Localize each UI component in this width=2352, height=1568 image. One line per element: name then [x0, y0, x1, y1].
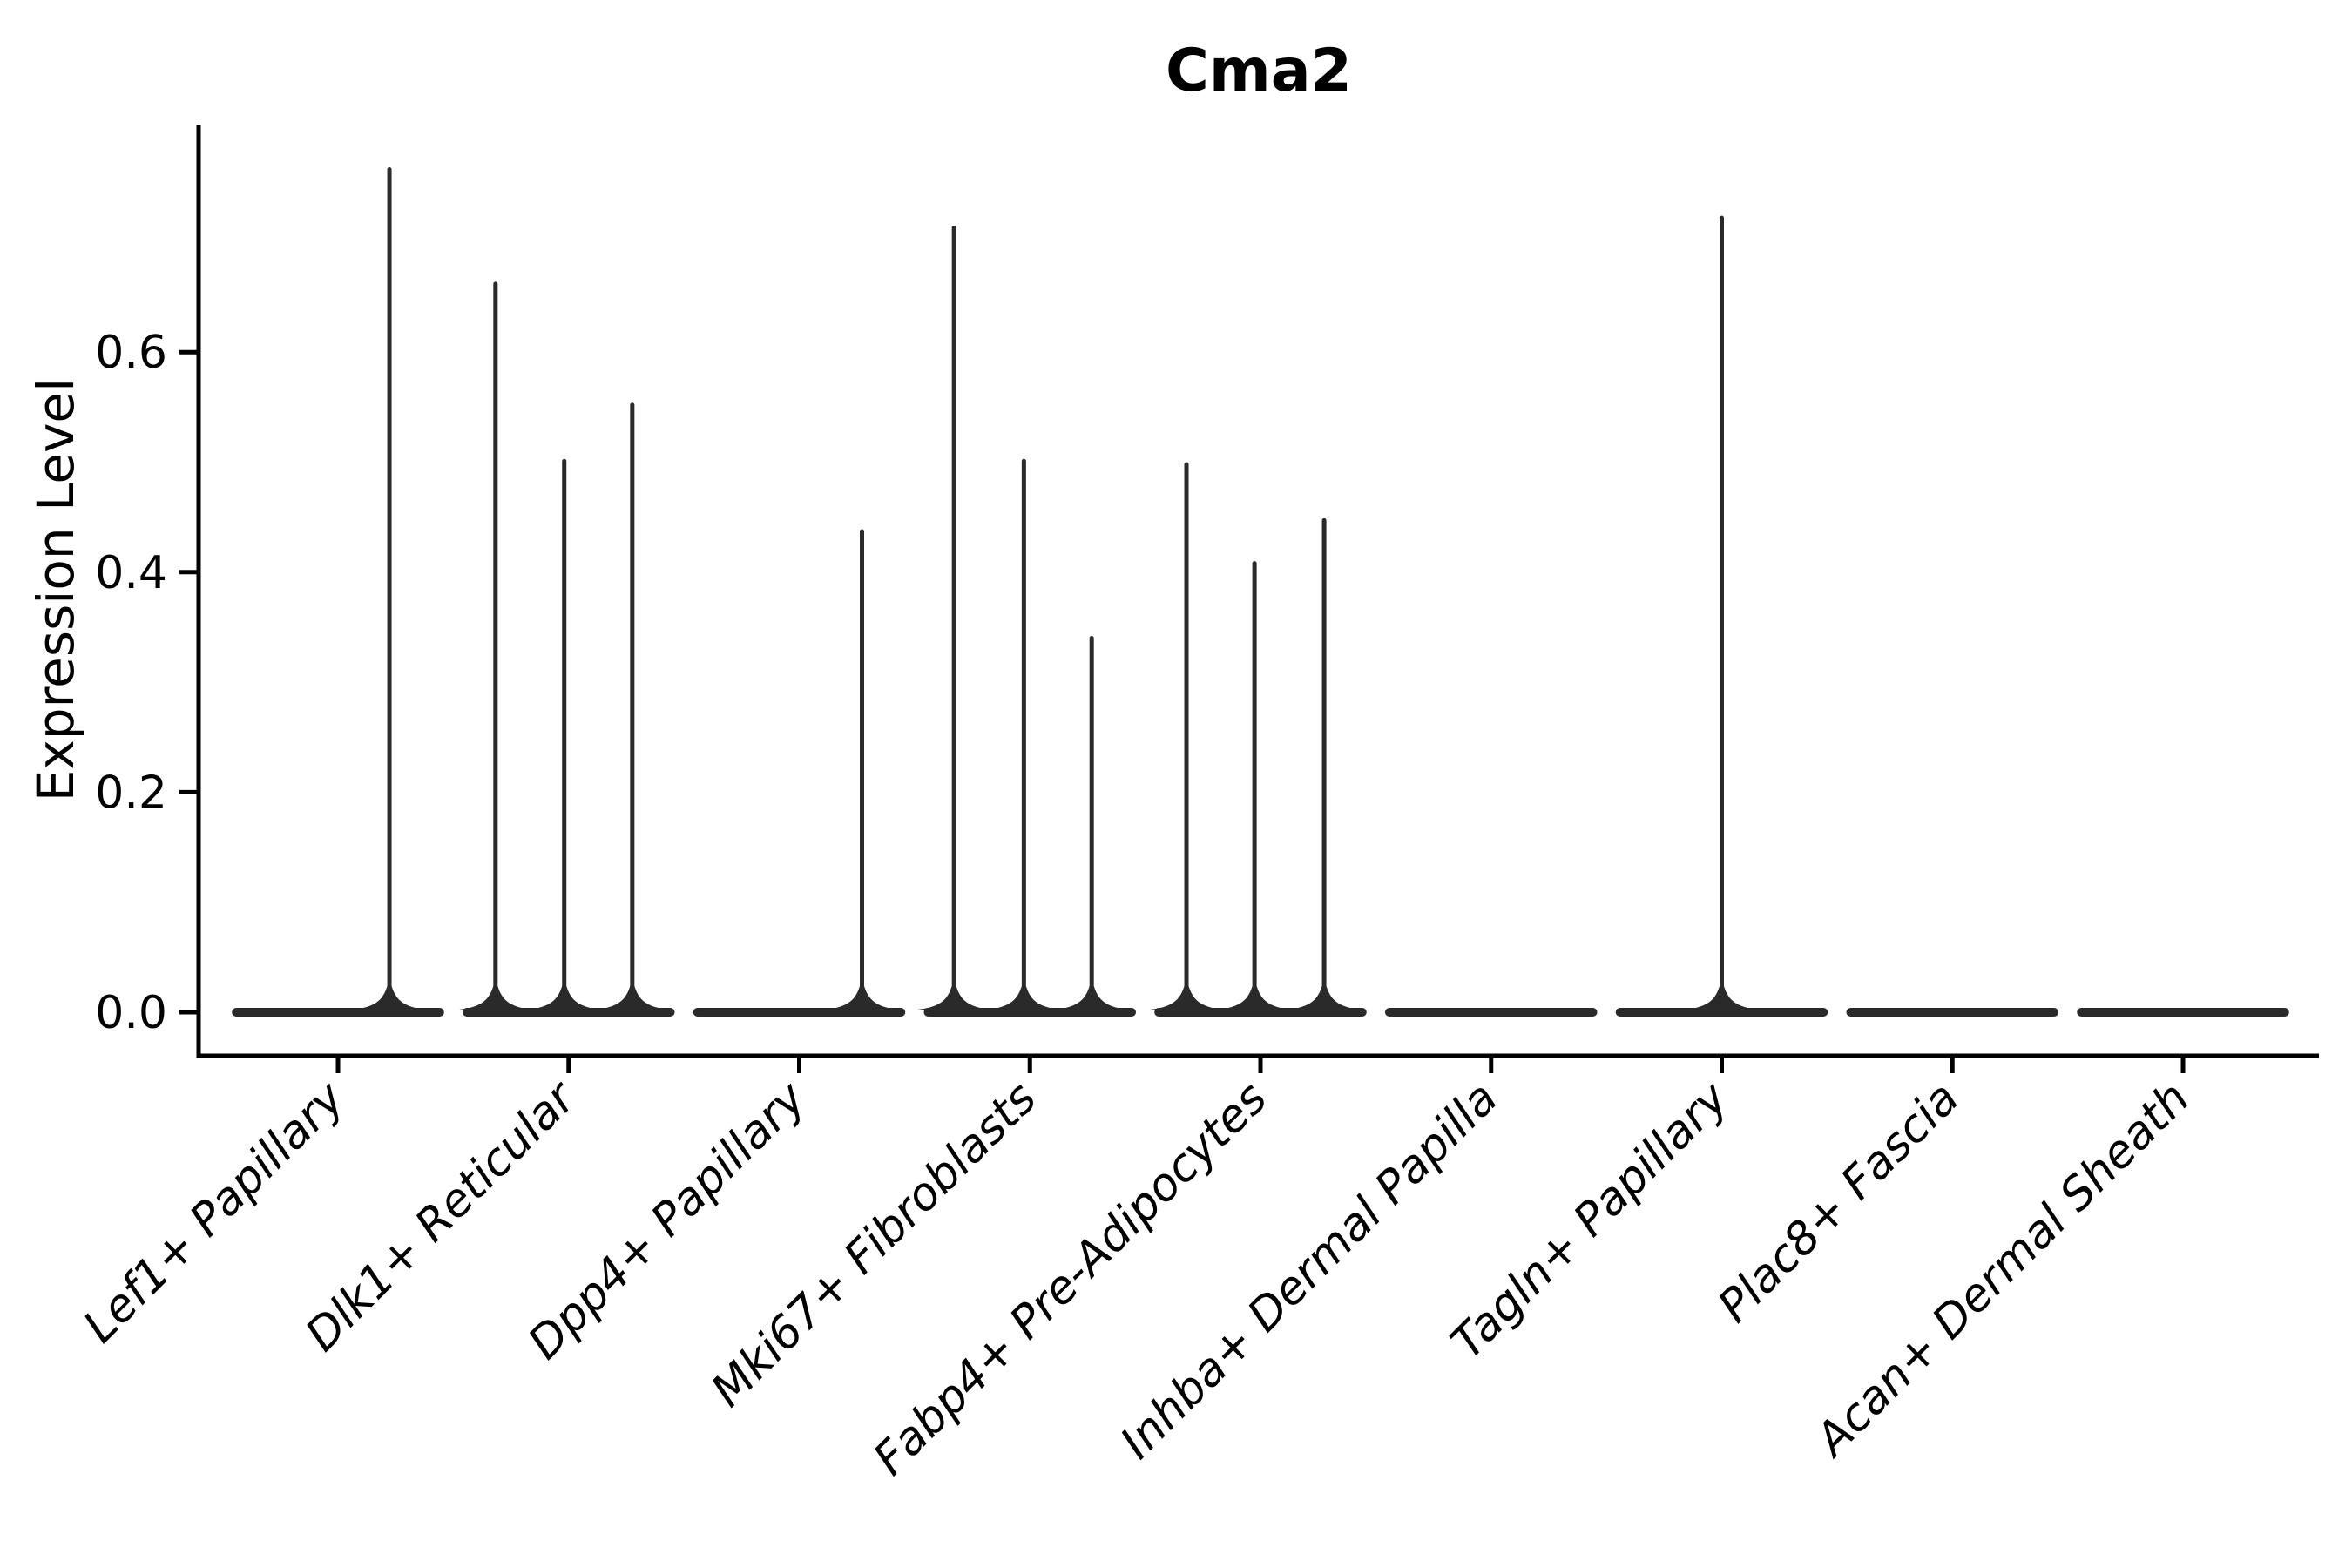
violin-spike-flare — [595, 986, 669, 1010]
y-tick-label: 0.4 — [95, 547, 167, 599]
violin-spike-flare — [353, 986, 427, 1010]
violin-spike-flare — [825, 986, 899, 1010]
violin — [917, 225, 1137, 1017]
violin-spike-flare — [458, 986, 532, 1010]
violin — [232, 167, 444, 1017]
y-axis-label: Expression Level — [26, 378, 85, 801]
violin-spike-flare — [1150, 986, 1224, 1010]
y-axis-ticks: 0.0 0.2 0.4 0.6 — [95, 327, 199, 1039]
violin-spike-flare — [1685, 986, 1759, 1010]
violin-spike-flare — [527, 986, 601, 1010]
violin — [1615, 215, 1828, 1017]
violin — [458, 281, 675, 1017]
x-tick-label: Inhba+ Dermal Papilla — [1111, 1072, 1508, 1470]
violin-spike-flare — [1288, 986, 1362, 1010]
violin-spike-flare — [987, 986, 1061, 1010]
violin — [1150, 462, 1367, 1017]
violin-spike-flare — [1218, 986, 1292, 1010]
y-tick-label: 0.0 — [95, 987, 167, 1039]
x-tick-label: Plac8+ Fascia — [1708, 1072, 1969, 1333]
y-tick-label: 0.6 — [95, 327, 167, 379]
violin-spike-flare — [1055, 986, 1129, 1010]
y-tick-label: 0.2 — [95, 767, 167, 819]
violin — [693, 529, 906, 1017]
x-tick-label: Acan+ Dermal Sheath — [1804, 1072, 2200, 1468]
violin-spike-flare — [917, 986, 991, 1010]
chart-title: Cma2 — [1166, 37, 1352, 105]
x-tick-label: Fabp4+ Pre-Adipocytes — [864, 1072, 1278, 1486]
violins-layer — [232, 167, 2289, 1017]
